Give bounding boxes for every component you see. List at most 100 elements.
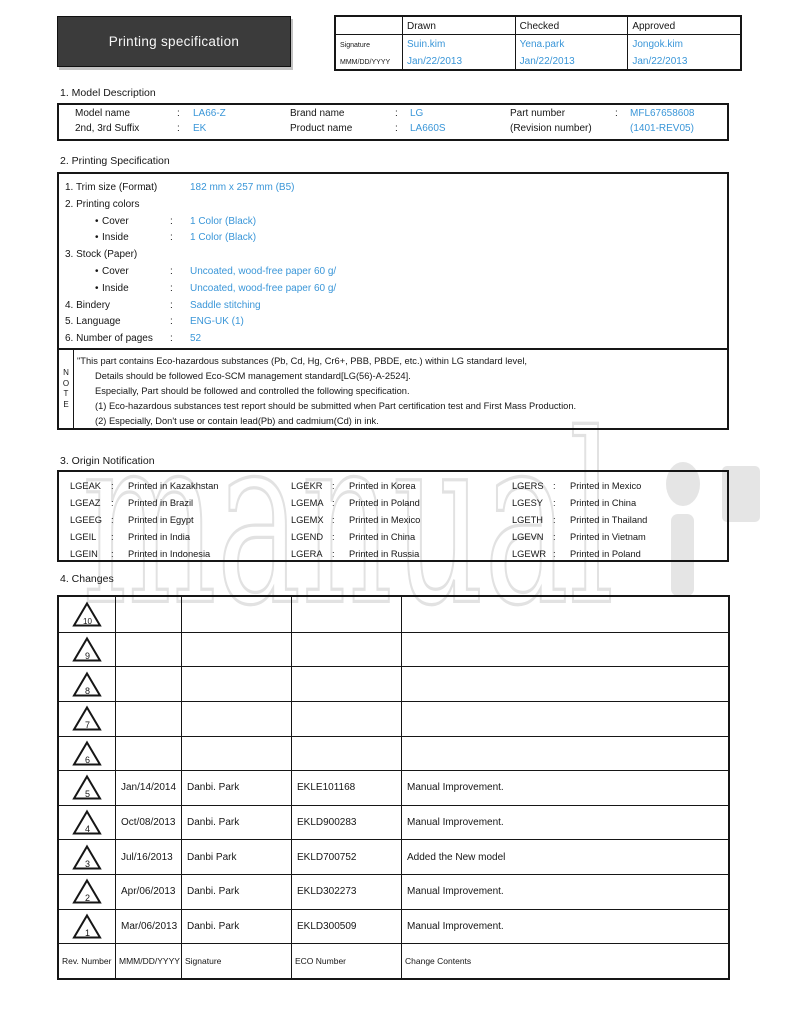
origin-code: LGESY: [512, 498, 544, 509]
approval-row-date-label: MMM/DD/YYYY: [340, 58, 391, 66]
change-eco-number: EKLD700752: [291, 839, 401, 875]
origin-place: Printed in Mexico: [570, 481, 642, 492]
bullet: •: [95, 265, 99, 277]
section-heading-printing: 2. Printing Specification: [60, 155, 170, 167]
revision-triangle-icon: 2: [72, 878, 102, 904]
colon: :: [553, 514, 556, 525]
change-eco-number: [291, 700, 401, 736]
colon: :: [170, 299, 173, 311]
note-line: "This part contains Eco-hazardous substa…: [77, 356, 528, 367]
colon: :: [170, 265, 173, 277]
section-heading-model: 1. Model Description: [60, 87, 156, 99]
note-line: (2) Especially, Don't use or contain lea…: [95, 416, 379, 426]
watermark-i-dot: [666, 462, 700, 506]
origin-place: Printed in Egypt: [128, 514, 194, 525]
change-date: [115, 597, 181, 632]
origin-entry: LGETH: Printed in Thailand: [512, 512, 647, 529]
approval-row-signature-label: Signature: [340, 41, 370, 49]
change-signature: Danbi. Park: [181, 908, 291, 944]
spec-value: 182 mm x 257 mm (B5): [190, 182, 295, 193]
colon: :: [170, 282, 173, 294]
change-date: Jan/14/2014: [115, 770, 181, 805]
change-contents: Manual Improvement.: [401, 804, 728, 840]
spec-row-language: 5. Language : ENG-UK (1): [59, 314, 727, 331]
model-row-2: 2nd, 3rd Suffix : EK Product name : LA66…: [59, 123, 727, 138]
date-approved: Jan/22/2013: [627, 52, 740, 69]
change-contents: Manual Improvement.: [401, 874, 728, 909]
footer-date: MMM/DD/YYYY: [115, 943, 181, 978]
change-contents: [401, 700, 728, 736]
colon: :: [170, 333, 173, 345]
product-name-value: LA660S: [410, 123, 446, 134]
change-eco-number: EKLD900283: [291, 804, 401, 840]
revision-triangle-icon: 10: [72, 601, 102, 627]
change-eco-number: EKLD300509: [291, 908, 401, 944]
note-lines: "This part contains Eco-hazardous substa…: [74, 350, 727, 428]
origin-code: LGEKR: [291, 481, 323, 492]
spec-label: 2. Printing colors: [65, 198, 140, 210]
date-checked: Jan/22/2013: [514, 52, 628, 69]
colon: :: [170, 215, 173, 227]
colon: :: [111, 498, 114, 509]
spec-row-colors-inside: • Inside : 1 Color (Black): [59, 230, 727, 247]
watermark-text: manual: [81, 385, 615, 658]
change-date: Apr/06/2013: [115, 874, 181, 909]
watermark-i-stem: [671, 514, 694, 596]
change-date: [115, 631, 181, 667]
origin-entry: LGESY: Printed in China: [512, 495, 647, 512]
svg-text:4: 4: [85, 824, 90, 834]
colon: :: [177, 108, 180, 119]
colon: :: [553, 498, 556, 509]
change-contents: Manual Improvement.: [401, 770, 728, 805]
change-contents: [401, 666, 728, 701]
revision-triangle-icon: 8: [72, 671, 102, 697]
origin-entry: LGEIL: Printed in India: [70, 528, 218, 545]
change-contents: [401, 597, 728, 632]
colon: :: [395, 108, 398, 119]
change-contents: [401, 735, 728, 771]
suffix-label: 2nd, 3rd Suffix: [75, 123, 140, 134]
revision-cell-2: 2: [59, 874, 115, 909]
origin-notification-table: LGEAK: Printed in Kazakhstan LGEAZ: Printe…: [57, 470, 729, 562]
svg-text:3: 3: [85, 859, 90, 869]
colon: :: [395, 123, 398, 134]
spec-row-printing-colors: 2. Printing colors: [59, 197, 727, 214]
brand-name-label: Brand name: [290, 108, 345, 119]
origin-entry: LGEMA: Printed in Poland: [291, 495, 420, 512]
colon: :: [170, 232, 173, 244]
colon: :: [111, 514, 114, 525]
footer-signature: Signature: [181, 943, 291, 978]
origin-entry: LGEIN: Printed in Indonesia: [70, 545, 218, 562]
change-eco-number: EKLE101168: [291, 770, 401, 805]
change-date: [115, 666, 181, 701]
spec-label: 1. Trim size (Format): [65, 182, 158, 193]
colon: :: [553, 548, 556, 559]
change-signature: [181, 700, 291, 736]
spec-label: 4. Bindery: [65, 299, 111, 311]
approval-col-approved: Approved: [627, 17, 740, 35]
origin-code: LGEVN: [512, 531, 544, 542]
revision-triangle-icon: 4: [72, 809, 102, 835]
revision-triangle-icon: 6: [72, 740, 102, 766]
footer-change-contents: Change Contents: [401, 943, 728, 978]
brand-name-value: LG: [410, 108, 424, 119]
change-date: Jul/16/2013: [115, 839, 181, 875]
change-date: [115, 700, 181, 736]
part-number-label: Part number: [510, 108, 566, 119]
revision-cell-4: 4: [59, 804, 115, 840]
printing-spec-table: 1. Trim size (Format) : 182 mm x 257 mm …: [57, 172, 729, 430]
spec-value: 52: [190, 333, 202, 345]
spec-label: Cover: [102, 215, 129, 227]
note-box: N O T E "This part contains Eco-hazardou…: [59, 348, 727, 428]
colon: :: [332, 498, 335, 509]
revision-triangle-icon: 1: [72, 913, 102, 939]
change-eco-number: [291, 735, 401, 771]
origin-place: Printed in Indonesia: [128, 548, 211, 559]
model-description-table: Model name : LA66-Z Brand name : LG Part…: [57, 103, 729, 141]
approval-table: Drawn Checked Approved Signature Suin.ki…: [334, 15, 742, 71]
note-letter: T: [63, 389, 69, 398]
document-title-box: Printing specification: [57, 16, 291, 67]
printing-spec-items: 1. Trim size (Format) : 182 mm x 257 mm …: [59, 174, 727, 348]
change-contents: [401, 631, 728, 667]
